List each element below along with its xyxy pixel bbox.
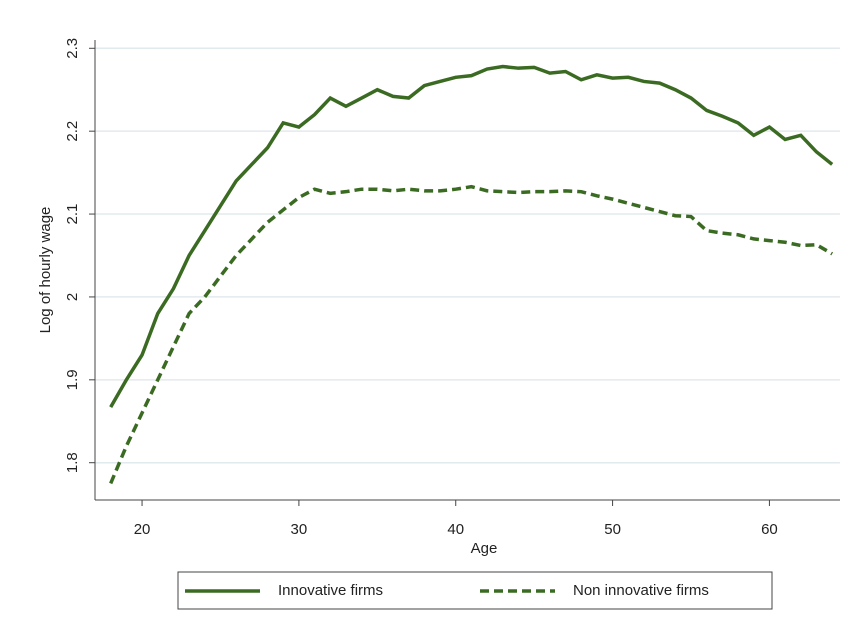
legend-label: Non innovative firms [573, 582, 709, 599]
y-tick-label: 2.1 [64, 204, 81, 225]
x-axis-label: Age [471, 540, 498, 557]
y-tick-label: 2 [64, 293, 81, 301]
x-tick-label: 60 [761, 521, 778, 538]
x-tick-label: 50 [604, 521, 621, 538]
y-tick-label: 2.2 [64, 121, 81, 142]
y-axis-label: Log of hourly wage [37, 207, 54, 334]
y-tick-label: 2.3 [64, 38, 81, 59]
y-tick-label: 1.8 [64, 452, 81, 473]
legend-label: Innovative firms [278, 582, 383, 599]
x-tick-label: 40 [447, 521, 464, 538]
x-tick-label: 20 [134, 521, 151, 538]
series-line [109, 184, 834, 485]
legend-box [177, 571, 773, 610]
y-tick-label: 1.9 [64, 369, 81, 390]
series-line [109, 64, 834, 409]
x-tick-label: 30 [291, 521, 308, 538]
